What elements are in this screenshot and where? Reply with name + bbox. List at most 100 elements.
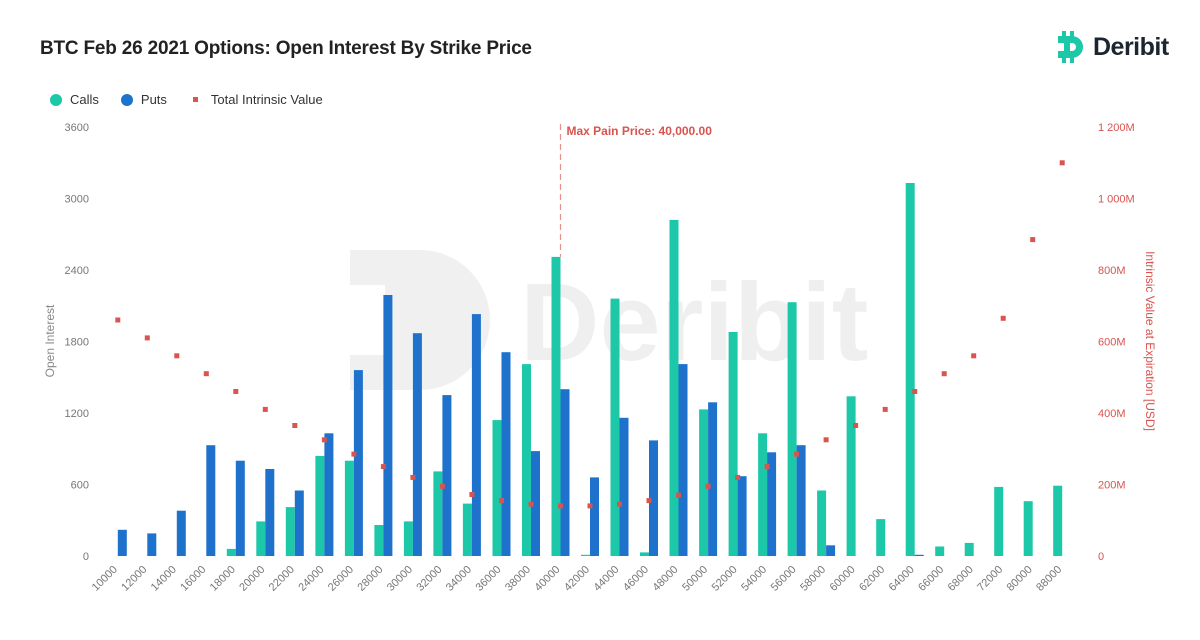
calls-bar-60000 [846, 396, 856, 556]
calls-bar-58000 [817, 490, 827, 556]
intrinsic-point-34000 [469, 492, 475, 497]
puts-bar-36000 [501, 352, 511, 556]
calls-bar-44000 [610, 298, 620, 556]
calls-bar-28000 [374, 525, 384, 556]
calls-bar-42000 [581, 554, 590, 556]
calls-bar-72000 [994, 486, 1004, 556]
x-tick-label: 10000 [90, 564, 120, 594]
y-tick-label: 2400 [65, 265, 89, 277]
intrinsic-point-24000 [321, 437, 327, 443]
calls-bar-80000 [1023, 501, 1033, 556]
x-tick-label: 48000 [651, 564, 681, 594]
intrinsic-point-72000 [1000, 315, 1006, 321]
legend-item-puts[interactable]: Puts [120, 92, 167, 107]
calls-bar-26000 [344, 460, 354, 556]
puts-bar-32000 [442, 395, 452, 556]
x-tick-label: 30000 [385, 564, 415, 594]
intrinsic-point-40000 [558, 503, 563, 509]
x-tick-label: 56000 [769, 564, 799, 594]
intrinsic-point-58000 [823, 437, 829, 443]
puts-bar-50000 [708, 402, 718, 556]
x-tick-label: 88000 [1034, 564, 1064, 594]
intrinsic-point-54000 [764, 464, 770, 470]
calls-bar-34000 [462, 503, 472, 556]
puts-bar-40000 [560, 389, 570, 556]
y2-tick-label: 800M [1098, 265, 1126, 277]
x-tick-label: 20000 [237, 564, 267, 594]
calls-bar-62000 [876, 519, 886, 556]
y2-tick-label: 0 [1098, 551, 1104, 563]
x-tick-label: 60000 [828, 564, 858, 594]
puts-bar-22000 [294, 490, 304, 556]
intrinsic-point-66000 [941, 371, 947, 377]
intrinsic-point-50000 [705, 483, 711, 489]
puts-bar-38000 [531, 451, 540, 556]
intrinsic-point-14000 [174, 353, 180, 359]
calls-bar-50000 [699, 409, 709, 556]
intrinsic-point-28000 [380, 464, 386, 470]
x-tick-label: 12000 [119, 564, 149, 594]
puts-bar-20000 [265, 469, 275, 556]
deribit-logo: Deribit [1055, 30, 1169, 64]
logo-text: Deribit [1093, 32, 1169, 61]
puts-bar-46000 [649, 440, 658, 556]
left-axis-ticks: 0 600 1200 1800 2400 3000 3600 [65, 122, 89, 563]
legend-label-calls: Calls [70, 92, 99, 107]
max-pain-label: Max Pain Price: 40,000.00 [566, 124, 712, 138]
puts-bar-24000 [324, 433, 334, 556]
chart-legend: Calls Puts Total Intrinsic Value [50, 92, 323, 107]
intrinsic-point-42000 [587, 503, 593, 509]
x-tick-label: 80000 [1005, 564, 1035, 594]
legend-item-intrinsic[interactable]: Total Intrinsic Value [189, 92, 323, 107]
puts-bar-18000 [235, 460, 245, 556]
x-tick-label: 38000 [503, 564, 533, 594]
intrinsic-point-46000 [646, 498, 652, 504]
intrinsic-point-48000 [676, 492, 681, 498]
watermark: Deribit [350, 250, 868, 390]
calls-bar-48000 [669, 219, 679, 556]
intrinsic-point-38000 [528, 501, 534, 507]
x-tick-label: 42000 [562, 564, 592, 594]
intrinsic-point-88000 [1059, 160, 1065, 166]
intrinsic-point-68000 [971, 353, 977, 359]
x-axis-ticks: 10000 12000 14000 16000 18000 20000 22000 24000… [90, 564, 1065, 594]
intrinsic-legend-marker [192, 97, 198, 102]
legend-item-calls[interactable]: Calls [50, 92, 99, 107]
intrinsic-point-26000 [351, 451, 357, 457]
puts-bar-58000 [826, 545, 836, 556]
right-axis-ticks: 0 200M 400M 600M 800M 1 000M 1 200M [1098, 122, 1135, 563]
calls-bar-88000 [1053, 485, 1063, 556]
x-tick-label: 62000 [857, 564, 887, 594]
x-tick-label: 40000 [533, 564, 563, 594]
intrinsic-point-62000 [882, 406, 888, 412]
x-tick-label: 26000 [326, 564, 356, 594]
calls-bar-24000 [315, 455, 325, 556]
x-tick-label: 68000 [946, 564, 976, 594]
puts-bar-64000 [914, 554, 924, 556]
x-tick-label: 32000 [414, 564, 444, 594]
calls-bar-36000 [492, 420, 502, 556]
calls-bar-22000 [285, 507, 295, 556]
calls-bar-32000 [433, 471, 443, 556]
calls-bar-68000 [964, 542, 974, 556]
calls-bar-38000 [522, 364, 531, 556]
puts-legend-marker [120, 93, 133, 106]
puts-bar-44000 [619, 417, 629, 556]
calls-bar-54000 [758, 433, 768, 556]
puts-bar-42000 [590, 477, 599, 556]
x-tick-label: 14000 [149, 564, 179, 594]
y-tick-label: 1800 [65, 337, 89, 349]
y-tick-label: 1200 [65, 408, 89, 420]
intrinsic-point-10000 [115, 317, 121, 323]
y2-tick-label: 1 000M [1098, 194, 1135, 206]
puts-bar-14000 [176, 510, 186, 556]
intrinsic-point-18000 [233, 389, 239, 394]
x-tick-label: 22000 [267, 564, 297, 594]
puts-bar-28000 [383, 295, 393, 556]
intrinsic-point-60000 [853, 423, 859, 428]
x-tick-label: 24000 [296, 564, 326, 594]
y2-tick-label: 200M [1098, 480, 1126, 492]
x-tick-label: 64000 [887, 564, 917, 594]
intrinsic-point-30000 [410, 474, 416, 480]
